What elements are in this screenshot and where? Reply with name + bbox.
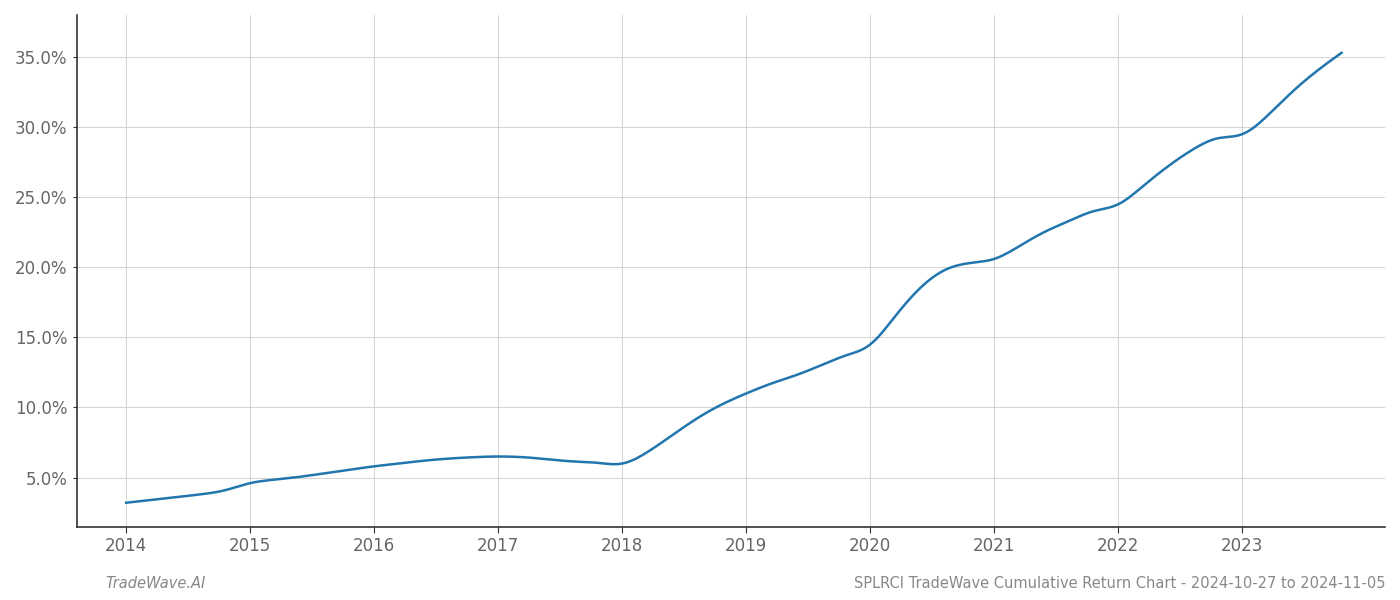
Text: TradeWave.AI: TradeWave.AI <box>105 576 206 591</box>
Text: SPLRCI TradeWave Cumulative Return Chart - 2024-10-27 to 2024-11-05: SPLRCI TradeWave Cumulative Return Chart… <box>854 576 1386 591</box>
